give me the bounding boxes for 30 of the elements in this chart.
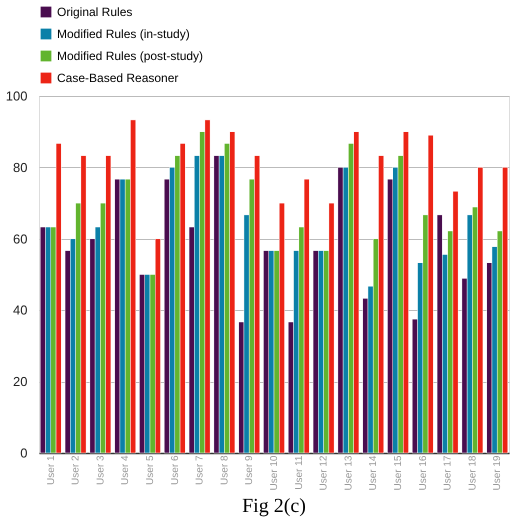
x-tick-label: User 6 (170, 455, 181, 485)
legend-label: Case-Based Reasoner (57, 71, 178, 85)
y-tick-label: 20 (13, 374, 28, 390)
x-tick-label: User 7 (194, 455, 206, 485)
x-tick-label: User 1 (46, 455, 57, 485)
x-tick-label: User 4 (120, 455, 132, 485)
x-tick-label: User 17 (442, 455, 454, 491)
legend-label: Modified Rules (post-study) (57, 49, 204, 63)
x-tick-label: User 19 (492, 455, 504, 491)
x-tick-label: User 3 (95, 455, 106, 485)
x-tick-label: User 5 (144, 455, 156, 485)
x-tick-label: User 12 (318, 455, 330, 491)
y-tick-label: 60 (13, 231, 28, 246)
y-tick-label: 100 (6, 88, 28, 104)
x-tick-label: User 10 (269, 455, 280, 491)
x-tick-label: User 16 (418, 455, 429, 491)
legend-label: Original Rules (57, 5, 132, 19)
y-tick-label: 0 (20, 446, 28, 460)
legend-label: Modified Rules (in-study) (57, 27, 190, 41)
x-tick-label: User 18 (467, 455, 478, 491)
x-tick-label: User 13 (343, 455, 354, 491)
x-tick-label: User 9 (244, 455, 256, 485)
x-tick-label: User 2 (70, 455, 82, 485)
x-tick-label: User 14 (368, 455, 380, 491)
y-tick-label: 40 (13, 302, 28, 318)
x-tick-label: User 8 (219, 455, 230, 485)
y-tick-label: 80 (13, 160, 28, 175)
caption: Fig 2(c) (242, 495, 306, 518)
x-tick-label: User 15 (393, 455, 404, 491)
x-tick-label: User 11 (294, 455, 305, 490)
